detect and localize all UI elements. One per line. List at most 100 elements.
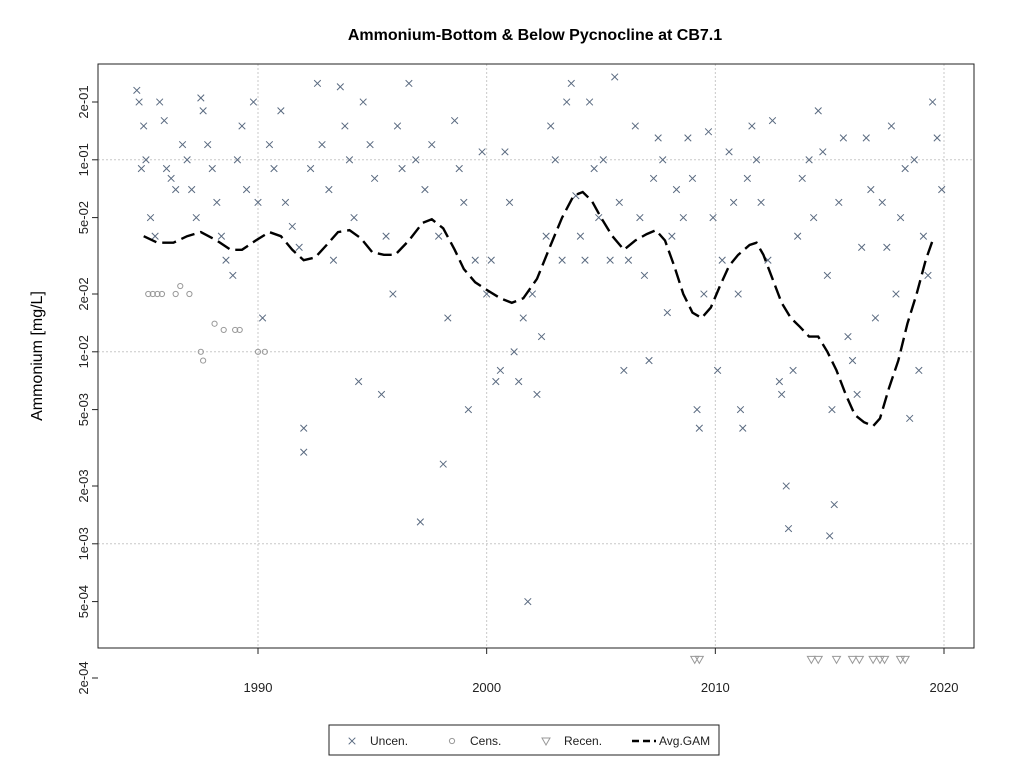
- uncensored-point: [823, 271, 832, 280]
- uncensored-point: [693, 405, 701, 414]
- uncensored-point: [695, 424, 703, 432]
- censored-point: [158, 290, 166, 298]
- uncensored-point: [318, 140, 326, 149]
- uncensored-point: [329, 256, 338, 264]
- uncensored-point: [204, 140, 212, 149]
- uncensored-point: [249, 98, 258, 106]
- uncensored-point: [389, 290, 397, 298]
- uncensored-point: [775, 377, 784, 386]
- uncensored-point: [421, 185, 429, 194]
- uncensored-point: [412, 156, 420, 164]
- uncensored-point: [645, 356, 653, 365]
- uncensored-point: [336, 83, 344, 91]
- uncensored-point: [867, 185, 875, 194]
- uncensored-point: [757, 198, 765, 207]
- censored-point: [186, 290, 193, 298]
- uncensored-point: [896, 213, 905, 222]
- censored-point: [149, 290, 156, 298]
- uncensored-point: [172, 185, 180, 194]
- uncensored-point: [563, 98, 571, 106]
- uncensored-point: [213, 198, 221, 207]
- uncensored-point: [135, 98, 143, 106]
- uncensored-point: [471, 256, 479, 264]
- uncensored-point: [377, 390, 386, 399]
- uncensored-point: [688, 174, 697, 183]
- data-points: [133, 73, 946, 665]
- recensored-point: [847, 655, 858, 665]
- censored-point: [261, 348, 268, 355]
- uncensored-point: [217, 232, 226, 240]
- y-tick-label: 1e-02: [76, 335, 91, 368]
- uncensored-point: [590, 164, 598, 173]
- uncensored-point: [887, 122, 896, 130]
- uncensored-point: [208, 164, 216, 173]
- recensored-point: [831, 655, 842, 665]
- censored-point: [197, 348, 204, 355]
- uncensored-point: [853, 390, 861, 399]
- uncensored-point: [672, 185, 681, 194]
- uncensored-point: [167, 174, 175, 183]
- y-tick-label: 2e-03: [76, 469, 91, 502]
- uncensored-point: [814, 107, 822, 115]
- uncensored-point: [222, 256, 230, 264]
- uncensored-point: [398, 164, 406, 173]
- uncensored-point: [537, 332, 546, 341]
- uncensored-point: [777, 390, 786, 399]
- x-tick-label: 2010: [701, 680, 730, 695]
- recensored-point: [694, 655, 705, 665]
- uncensored-point: [729, 198, 738, 207]
- uncensored-point: [254, 198, 262, 207]
- uncensored-point: [938, 185, 946, 194]
- y-tick-label: 5e-04: [76, 585, 91, 618]
- uncensored-point: [901, 164, 909, 173]
- uncensored-point: [713, 366, 722, 375]
- uncensored-point: [281, 198, 290, 207]
- uncensored-point: [533, 390, 541, 399]
- censored-point: [232, 326, 239, 334]
- uncensored-point: [146, 213, 155, 222]
- uncensored-point: [366, 140, 374, 149]
- recensored-point: [854, 655, 865, 665]
- y-axis: 2e-01 1e-01 5e-02 2e-02 1e-02 5e-03 2e-03 1e-03…: [76, 85, 98, 695]
- uncensored-point: [156, 98, 164, 106]
- uncensored-point: [160, 116, 168, 125]
- uncensored-point: [805, 156, 813, 164]
- x-tick-label: 2020: [930, 680, 959, 695]
- uncensored-point: [649, 174, 658, 183]
- uncensored-point: [306, 164, 315, 173]
- uncensored-point: [238, 122, 246, 130]
- uncensored-point: [460, 198, 468, 207]
- uncensored-point: [192, 213, 200, 222]
- recensored-point: [868, 655, 878, 665]
- uncensored-point: [142, 156, 150, 164]
- legend: Uncen. Cens. Recen. Avg.GAM: [328, 724, 720, 756]
- uncensored-point: [684, 134, 692, 142]
- uncensored-point: [835, 198, 843, 207]
- censored-point: [211, 320, 218, 327]
- uncensored-point: [270, 164, 278, 173]
- uncensored-point: [883, 243, 891, 251]
- uncensored-point: [551, 156, 559, 164]
- uncensored-point: [450, 116, 459, 125]
- legend-label: Avg.GAM: [659, 734, 710, 748]
- uncensored-point: [576, 232, 585, 240]
- uncensored-point: [739, 424, 747, 432]
- uncensored-point: [505, 198, 514, 207]
- uncensored-point: [183, 156, 191, 164]
- uncensored-point: [933, 134, 941, 142]
- uncensored-point: [519, 314, 527, 322]
- censored-point: [236, 326, 243, 334]
- uncensored-point: [848, 356, 857, 365]
- uncensored-point: [858, 243, 866, 251]
- censored-point: [145, 290, 152, 298]
- y-tick-label: 5e-03: [76, 393, 91, 426]
- uncensored-point: [515, 377, 523, 386]
- grid: [98, 64, 974, 648]
- uncensored-point: [345, 156, 354, 164]
- uncensored-point: [133, 86, 141, 94]
- y-axis-label: Ammonium [mg/L]: [29, 291, 46, 421]
- uncensored-point: [743, 174, 752, 183]
- uncensored-point: [793, 232, 802, 240]
- uncensored-point: [654, 134, 662, 142]
